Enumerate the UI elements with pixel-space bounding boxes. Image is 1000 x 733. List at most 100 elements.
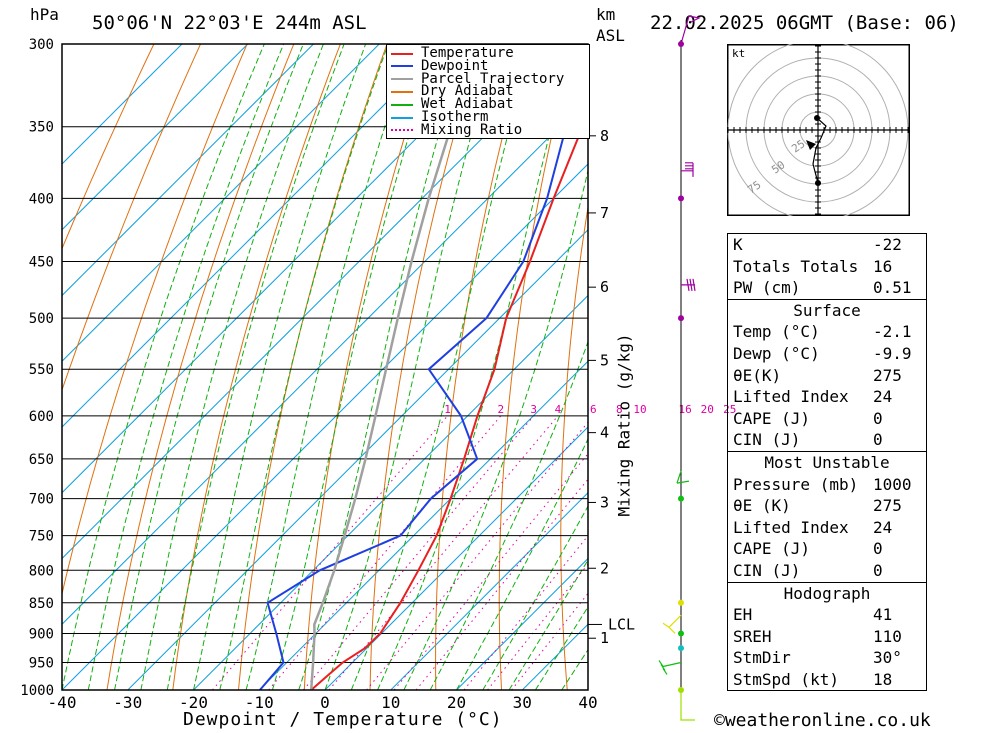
hodograph-stat-label: EH	[733, 605, 753, 625]
temperature-series-line	[310, 110, 588, 690]
hodograph-table: Hodograph EH 41 SREH 110 StmDir 30° StmSpd (kt…	[727, 582, 927, 692]
pressure-tick-label: 1000	[20, 683, 54, 699]
legend-label: Parcel Trajectory	[421, 70, 565, 87]
hodograph-stat-value: 41	[873, 605, 893, 625]
index-row: Totals Totals 16	[728, 256, 926, 278]
most-unstable-label: Pressure (mb)	[733, 474, 859, 494]
legend-item: Mixing Ratio	[391, 121, 523, 138]
most-unstable-label: CAPE (J)	[733, 539, 811, 559]
hodograph-stat-row: StmSpd (kt) 18	[728, 669, 926, 691]
most-unstable-value: 1000	[873, 474, 912, 494]
dry-adiabat-line	[678, 44, 713, 690]
wet-adiabat-line	[429, 340, 588, 690]
location-title: 50°06'N 22°03'E 244m ASL	[92, 12, 367, 34]
wind-barb	[676, 470, 690, 484]
surface-value: 24	[873, 387, 893, 407]
surface-title: Surface	[793, 300, 861, 320]
isotherm-line	[324, 426, 588, 690]
datetime-title: 22.02.2025 06GMT (Base: 06)	[650, 12, 959, 34]
surface-row: Temp (°C) -2.1	[728, 321, 926, 343]
height-tick-label: 5	[600, 351, 609, 369]
wind-level-dot	[678, 599, 684, 606]
surface-row: Lifted Index 24	[728, 386, 926, 408]
hodograph-unit-label: kt	[732, 47, 745, 60]
index-value: 0.51	[873, 278, 912, 298]
wind-level-dot	[678, 315, 684, 322]
hodograph-stat-value: 110	[873, 626, 902, 646]
temperature-tick-label: 20	[447, 693, 466, 712]
legend-swatch	[391, 65, 413, 68]
most-unstable-value: 0	[873, 560, 883, 580]
pressure-tick-label: 800	[29, 563, 54, 579]
legend-label: Dewpoint	[421, 57, 489, 74]
wind-level-dot	[678, 645, 684, 652]
mixing-ratio-label: 20	[701, 403, 714, 416]
legend-label: Isotherm	[421, 109, 489, 125]
isotherm-line	[456, 557, 588, 690]
pressure-tick-label: 950	[29, 655, 54, 671]
wind-barb	[681, 278, 696, 291]
hodograph-ring-label: 50	[769, 158, 787, 176]
mixing-ratio-label: 4	[555, 403, 562, 416]
wet-adiabat-line	[193, 44, 367, 690]
most-unstable-row: Pressure (mb) 1000	[728, 474, 926, 496]
temperature-tick-label: 0	[320, 693, 330, 712]
hodograph-stat-row: EH 41	[728, 604, 926, 626]
isotherm-line	[62, 44, 380, 362]
hodograph-ring-label: 75	[745, 178, 763, 196]
surface-row: CAPE (J) 0	[728, 408, 926, 430]
mixing-ratio-line	[366, 421, 588, 690]
pressure-tick-label: 400	[29, 191, 54, 207]
dry-adiabat-line	[992, 44, 1000, 690]
dry-adiabat-line	[62, 44, 155, 250]
most-unstable-title: Most Unstable	[764, 452, 890, 472]
legend-item: Dewpoint	[391, 57, 489, 74]
legend-item: Parcel Trajectory	[391, 70, 565, 87]
pressure-tick-label: 650	[29, 452, 54, 468]
surface-value: 275	[873, 365, 902, 385]
mixing-ratio-label: 25	[723, 403, 736, 416]
height-tick-label: 2	[600, 559, 609, 577]
surface-row: CIN (J) 0	[728, 429, 926, 451]
height-tick-label: 8	[600, 127, 609, 145]
mixing-ratio-label: 16	[678, 403, 691, 416]
hodograph-title: Hodograph	[783, 583, 871, 603]
copyright-link[interactable]: ©weatheronline.co.uk	[714, 710, 931, 731]
legend-item: Isotherm	[391, 109, 489, 125]
wet-adiabat-line	[114, 44, 304, 690]
legend-swatch	[391, 78, 413, 81]
temperature-tick-label: -40	[48, 693, 77, 712]
surface-table: Surface Temp (°C) -2.1 Dewp (°C) -9.9 θE(K) 2…	[727, 299, 927, 452]
wind-level-dot	[678, 630, 684, 637]
dry-adiabat-line	[560, 204, 588, 690]
surface-label: Lifted Index	[733, 387, 849, 407]
hodograph-ring-label: 25	[789, 137, 807, 155]
wet-adiabat-line	[403, 168, 588, 690]
isotherm-line	[62, 44, 183, 165]
surface-row: Dewp (°C) -9.9	[728, 343, 926, 365]
wet-adiabat-line	[87, 44, 285, 690]
most-unstable-row: Lifted Index 24	[728, 517, 926, 539]
temperature-tick-label: 30	[513, 693, 532, 712]
legend: Temperature Dewpoint Parcel Trajectory Dry …	[386, 44, 590, 139]
km-label: km	[596, 5, 616, 24]
wind-barb	[658, 660, 682, 675]
wind-barb	[662, 614, 682, 634]
mixing-ratio-axis-label: Mixing Ratio (g/kg)	[614, 333, 634, 517]
wet-adiabat-line	[62, 44, 265, 690]
isotherm-line	[62, 163, 588, 690]
most-unstable-table: Most Unstable Pressure (mb) 1000 θE (K) 275…	[727, 451, 927, 583]
legend-label: Mixing Ratio	[421, 121, 523, 138]
legend-item: Temperature	[391, 46, 514, 60]
pressure-tick-label: 450	[29, 255, 54, 271]
surface-label: θE(K)	[733, 365, 782, 385]
dry-adiabat-line	[238, 44, 388, 690]
pressure-tick-label: 350	[29, 120, 54, 136]
hodograph-stat-value: 30°	[873, 648, 902, 668]
wet-adiabat-line	[324, 44, 498, 690]
wet-adiabat-line	[482, 505, 588, 690]
isotherm-line	[127, 229, 588, 690]
wet-adiabat-line	[508, 559, 588, 690]
wet-adiabat-line	[298, 44, 467, 690]
